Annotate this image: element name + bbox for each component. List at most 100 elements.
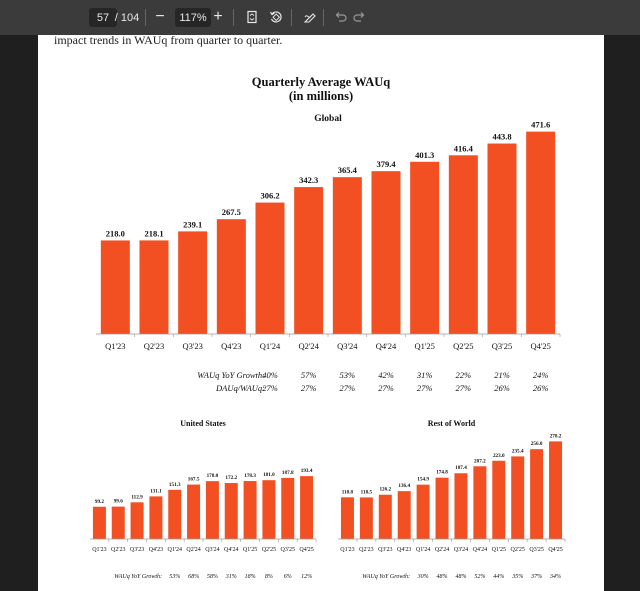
x-tick-label: Q3'25 <box>281 547 295 553</box>
title-line-1: Quarterly Average WAUq <box>251 75 391 89</box>
x-tick-label: Q2'24 <box>298 341 319 351</box>
data-label: 401.3 <box>415 150 434 160</box>
table-cell: 34% <box>549 573 561 580</box>
bar <box>100 240 130 334</box>
data-label: 126.2 <box>379 487 391 493</box>
data-label: 278.2 <box>550 433 562 439</box>
table-row-label: WAUq YoY Growth: <box>114 574 162 580</box>
bar <box>255 202 285 334</box>
data-label: 235.4 <box>512 448 524 454</box>
table-cell: 52% <box>474 574 485 580</box>
x-tick-label: Q4'25 <box>548 547 562 553</box>
bar <box>492 460 506 539</box>
bar <box>473 466 487 539</box>
data-label: 267.5 <box>222 207 241 217</box>
table-row-label: WAUq YoY Growth: <box>197 370 265 380</box>
page-total: / 104 <box>114 11 140 24</box>
table-cell: 31% <box>416 370 433 380</box>
data-label: 193.4 <box>301 468 313 474</box>
table-cell: 68% <box>188 574 199 580</box>
x-tick-label: Q3'23 <box>182 341 202 351</box>
x-tick-label: Q2'24 <box>435 547 449 553</box>
x-tick-label: Q3'24 <box>337 341 358 351</box>
bar <box>168 489 182 539</box>
table-row-label: DAUq/WAUq: <box>215 383 265 393</box>
x-tick-label: Q4'24 <box>473 547 487 553</box>
zoom-out-button[interactable]: − <box>155 8 165 25</box>
table-cell: 6% <box>284 574 292 580</box>
x-tick-label: Q2'25 <box>510 547 524 553</box>
draw-icon[interactable] <box>301 8 319 26</box>
rotate-icon[interactable] <box>267 8 285 26</box>
table-cell: 27% <box>340 383 356 393</box>
table-cell: 18% <box>245 574 256 580</box>
data-label: 136.4 <box>398 483 410 489</box>
data-label: 118.8 <box>342 489 354 495</box>
x-tick-label: Q1'23 <box>92 547 106 553</box>
title-line-2: (in millions) <box>288 89 354 103</box>
table-cell: 24% <box>533 370 549 380</box>
table-cell: 42% <box>378 370 394 380</box>
bar <box>111 506 125 539</box>
table-cell: 27% <box>378 383 394 393</box>
data-label: 223.0 <box>493 453 505 459</box>
data-label: 172.2 <box>225 475 237 481</box>
x-tick-label: Q3'24 <box>205 547 219 553</box>
bar <box>224 483 238 539</box>
table-cell: 37% <box>530 574 542 580</box>
data-label: 379.4 <box>376 159 396 169</box>
table-cell: 27% <box>262 383 278 393</box>
x-tick-label: Q1'24 <box>168 547 182 553</box>
x-tick-label: Q4'25 <box>530 341 550 351</box>
toolbar-divider <box>291 9 292 26</box>
data-label: 112.9 <box>131 494 143 500</box>
data-label: 99.6 <box>114 499 123 505</box>
bar <box>178 231 208 334</box>
data-label: 99.2 <box>95 499 104 505</box>
toolbar-divider <box>145 9 146 26</box>
x-tick-label: Q2'23 <box>359 547 373 553</box>
redo-icon[interactable] <box>351 8 369 26</box>
data-label: 178.3 <box>244 473 256 479</box>
bar <box>332 177 362 334</box>
bar <box>294 187 324 334</box>
data-label: 416.4 <box>454 143 474 153</box>
bar <box>530 449 544 539</box>
table-cell: 8% <box>265 574 273 580</box>
x-tick-label: Q3'25 <box>492 341 512 351</box>
x-tick-label: Q2'24 <box>186 547 200 553</box>
x-tick-label: Q1'25 <box>492 547 506 553</box>
bar <box>262 480 276 539</box>
table-cell: 53% <box>169 574 180 580</box>
bar <box>205 481 219 539</box>
bar <box>416 484 430 539</box>
table-cell: 58% <box>207 574 218 580</box>
page-number-input[interactable]: 57 <box>89 8 117 27</box>
fit-page-icon[interactable] <box>243 8 261 26</box>
bar <box>92 506 106 539</box>
chart-title: Rest of World <box>428 419 476 428</box>
data-label: 131.1 <box>150 488 162 494</box>
zoom-in-button[interactable]: + <box>213 8 223 25</box>
undo-icon[interactable] <box>331 8 349 26</box>
x-tick-label: Q2'23 <box>111 547 125 553</box>
bar <box>487 143 517 334</box>
bar <box>340 497 354 539</box>
table-cell: 53% <box>340 370 356 380</box>
toolbar-divider <box>323 9 324 26</box>
bar <box>511 456 525 539</box>
table-cell: 21% <box>494 370 510 380</box>
bar <box>281 477 295 539</box>
bar <box>216 219 246 334</box>
x-tick-label: Q1'24 <box>416 547 430 553</box>
chart-title: Global <box>314 114 342 124</box>
data-label: 181.0 <box>263 472 275 478</box>
x-tick-label: Q3'25 <box>529 547 543 553</box>
bar <box>300 476 314 539</box>
zoom-level-input[interactable]: 117% <box>175 8 211 27</box>
bar <box>448 155 478 334</box>
data-label: 154.9 <box>417 477 429 483</box>
bar <box>526 131 556 334</box>
x-tick-label: Q2'25 <box>453 341 473 351</box>
table-cell: 40% <box>262 370 278 380</box>
